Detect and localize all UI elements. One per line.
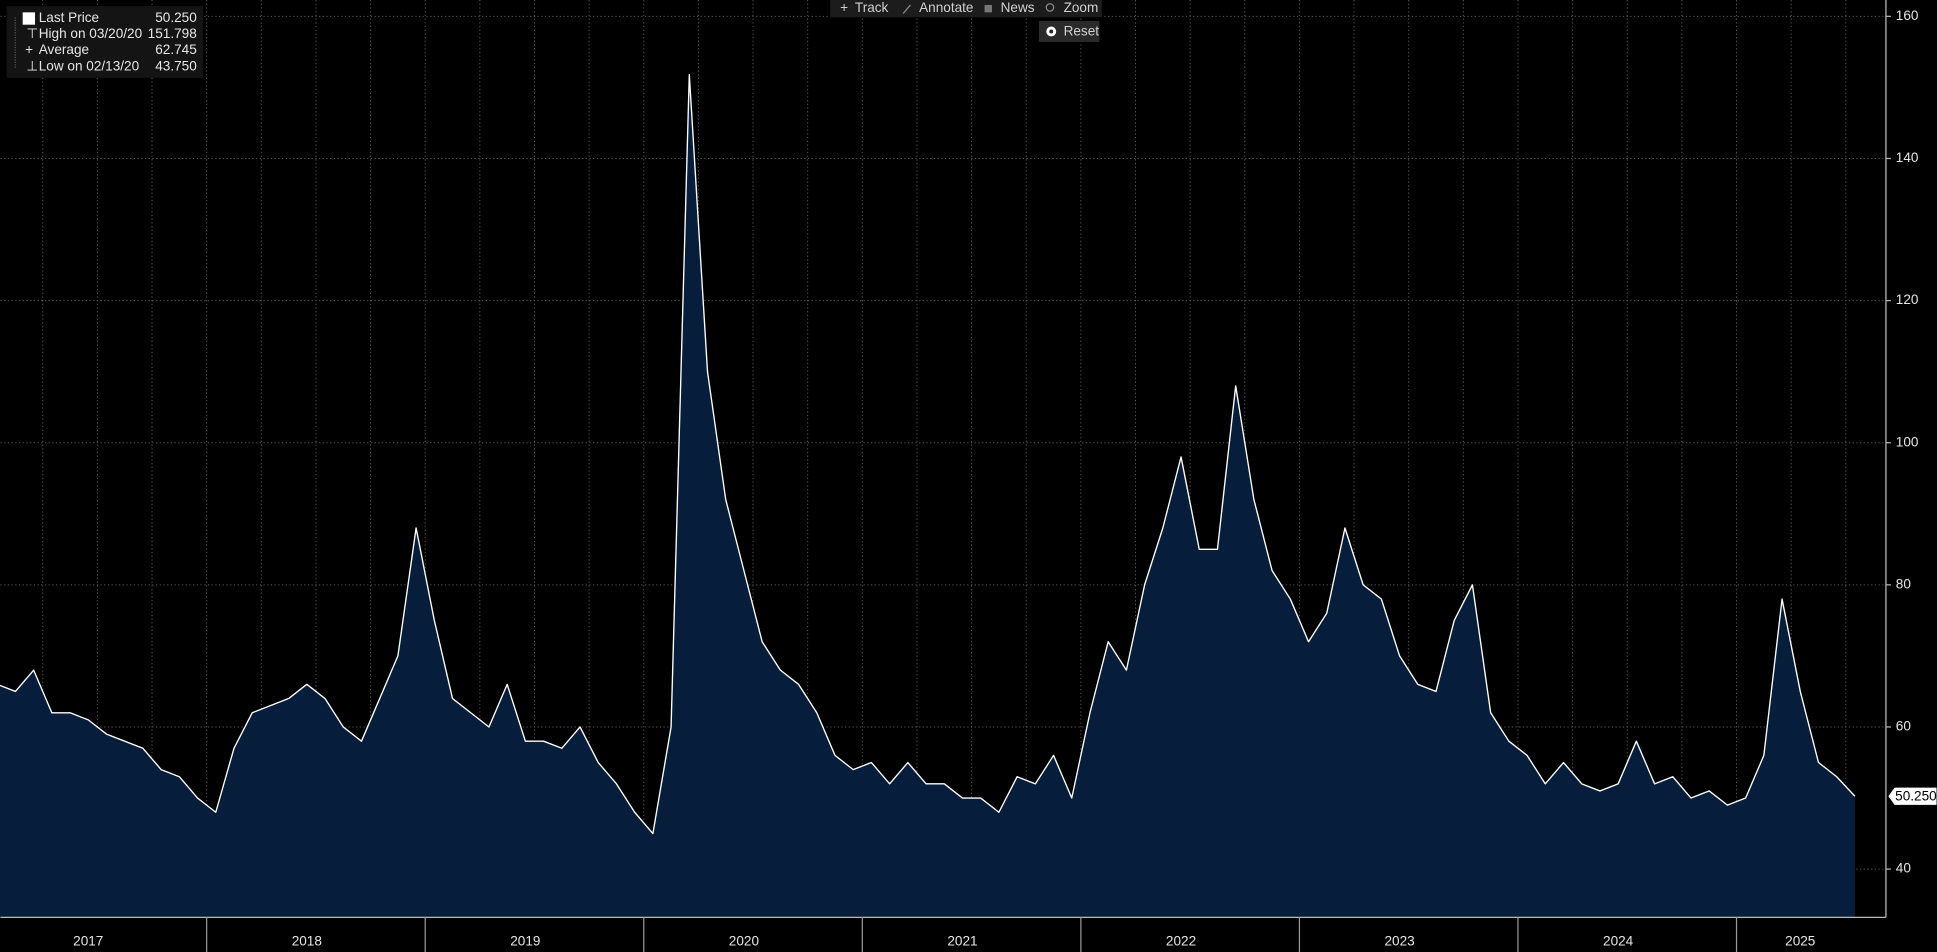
y-tick-label: 40 — [1896, 861, 1912, 876]
legend-label: Low on 02/13/20 — [39, 58, 140, 73]
news-icon — [984, 4, 992, 13]
last-price-label: 50.250 — [1895, 788, 1937, 803]
x-tick-label: 2018 — [292, 934, 322, 949]
legend-value: 62.745 — [155, 42, 197, 57]
x-tick-label: 2024 — [1603, 934, 1634, 949]
legend-icon: ⊤ — [26, 26, 38, 41]
x-tick-label: 2019 — [510, 934, 540, 949]
zoom-label: Zoom — [1064, 0, 1099, 15]
y-tick-label: 100 — [1896, 434, 1919, 449]
x-tick-label: 2020 — [729, 934, 760, 949]
annotate-label: Annotate — [919, 0, 973, 15]
legend: Last Price 50.250 ⊤ High on 03/20/20 151… — [6, 6, 203, 78]
news-label: News — [1001, 0, 1035, 15]
toolbar: + Track Annotate News Zoom Reset — [830, 0, 1102, 42]
y-tick-label: 140 — [1896, 150, 1919, 165]
reset-button[interactable]: Reset — [1038, 20, 1100, 42]
reset-icon-dot — [1049, 29, 1054, 34]
x-tick-label: 2021 — [947, 934, 977, 949]
reset-label: Reset — [1064, 24, 1100, 39]
zoom-icon — [1045, 3, 1055, 12]
x-tick-label: 2022 — [1166, 934, 1196, 949]
track-icon: + — [840, 0, 848, 15]
y-tick-label: 80 — [1896, 576, 1912, 591]
legend-icon: ⊥ — [26, 58, 38, 73]
legend-bg — [6, 6, 203, 78]
x-tick-label: 2017 — [73, 934, 103, 949]
news-button[interactable]: News — [984, 0, 1035, 15]
line — [0, 73, 1856, 835]
legend-icon: + — [25, 42, 33, 57]
legend-value: 43.750 — [155, 58, 197, 73]
legend-swatch — [22, 12, 36, 25]
annotate-button[interactable]: Annotate — [902, 0, 973, 15]
legend-label: High on 03/20/20 — [39, 26, 143, 41]
last-price-tag — [1888, 787, 1937, 805]
legend-label: Last Price — [39, 10, 99, 25]
legend-label: Average — [39, 42, 89, 57]
area — [0, 74, 1855, 918]
legend-value: 50.250 — [155, 10, 197, 25]
reset-bg — [1038, 20, 1100, 42]
plot-area — [0, 0, 1886, 918]
toolbar-bg — [830, 0, 1102, 18]
track-label: Track — [855, 0, 889, 15]
x-tick-label: 2025 — [1785, 934, 1815, 949]
annotate-icon — [902, 4, 911, 14]
y-tick-label: 120 — [1896, 292, 1919, 307]
x-tick-label: 2023 — [1384, 934, 1414, 949]
y-tick-label: 60 — [1896, 719, 1912, 734]
y-tick-label: 160 — [1896, 8, 1919, 23]
zoom-button[interactable]: Zoom — [1045, 0, 1099, 15]
track-button[interactable]: + Track — [840, 0, 888, 15]
legend-value: 151.798 — [148, 26, 197, 41]
